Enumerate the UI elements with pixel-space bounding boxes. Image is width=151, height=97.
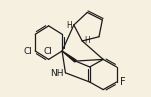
Text: Cl: Cl: [43, 47, 52, 56]
Text: H: H: [66, 21, 72, 29]
Text: Cl: Cl: [23, 47, 32, 55]
Text: H: H: [84, 36, 90, 45]
Text: NH: NH: [51, 69, 64, 78]
Polygon shape: [62, 51, 76, 62]
Text: F: F: [120, 77, 125, 87]
